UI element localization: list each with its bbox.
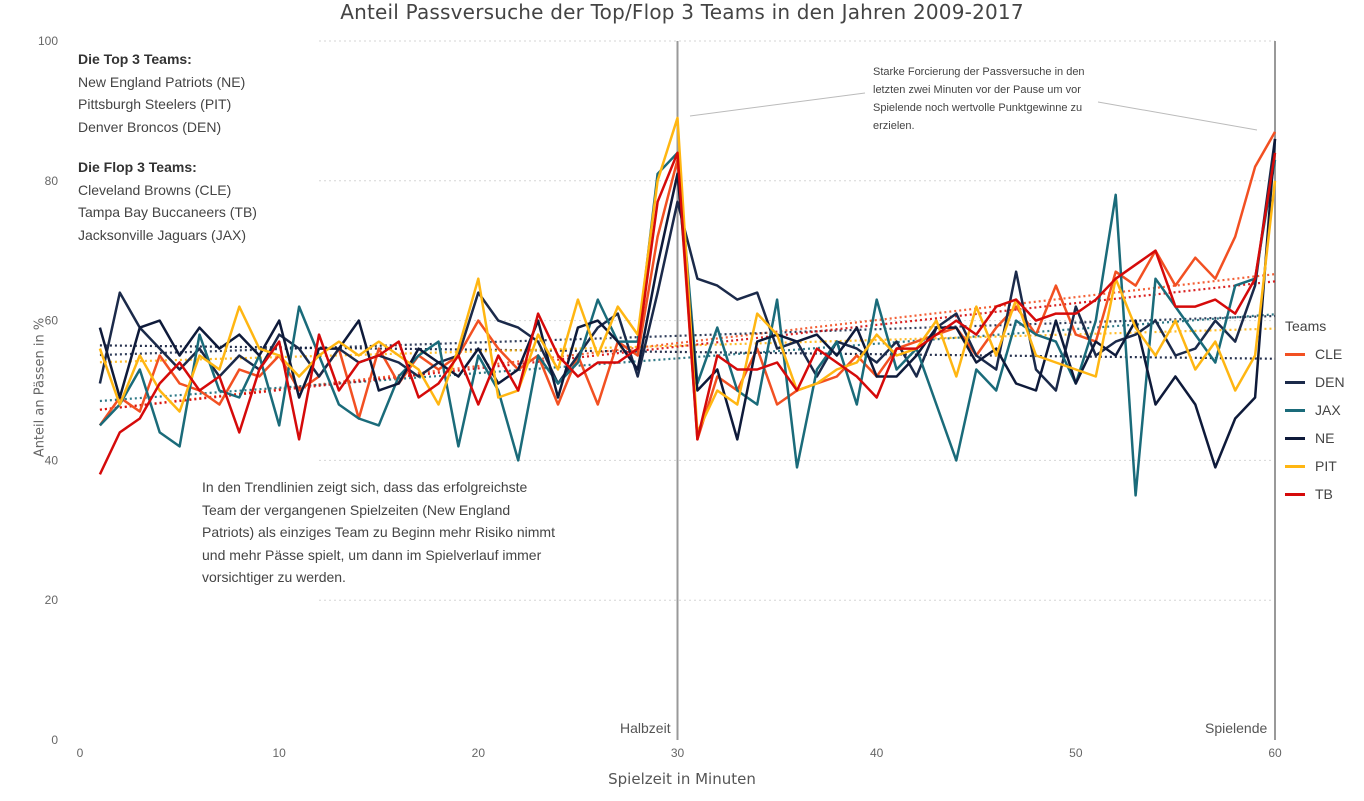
legend-label: CLE (1315, 346, 1343, 362)
trendline-tb (99, 280, 1276, 411)
halftime-annotation: Starke Forcierung der Passversuche in de… (873, 66, 1085, 132)
flop3-item: Jacksonville Jaguars (JAX) (78, 226, 247, 243)
legend-swatch (1285, 492, 1305, 496)
legend-item-jax[interactable]: JAX (1285, 396, 1345, 424)
legend-label: JAX (1315, 402, 1341, 418)
legend-title: Teams (1285, 318, 1327, 334)
chart-title: Anteil Passversuche der Top/Flop 3 Teams… (340, 0, 1024, 24)
legend-item-ne[interactable]: NE (1285, 424, 1345, 452)
trendline-pit (99, 327, 1276, 364)
x-axis-label: Spielzeit in Minuten (608, 770, 756, 788)
series-line-pit (98, 116, 1277, 434)
legend-item-den[interactable]: DEN (1285, 368, 1345, 396)
legend-label: PIT (1315, 458, 1337, 474)
trendline-cle (99, 273, 1276, 411)
legend-swatch (1285, 464, 1305, 468)
x-tick-label: 0 (77, 746, 84, 760)
y-tick-label: 20 (45, 593, 59, 607)
series-line-den (98, 138, 1277, 392)
top3-heading: Die Top 3 Teams: (78, 51, 192, 67)
top3-item: New England Patriots (NE) (78, 73, 246, 90)
teams-annotation: Die Top 3 Teams: New England Patriots (N… (78, 48, 257, 246)
legend-swatch (1285, 380, 1305, 384)
legend-swatch (1285, 352, 1305, 356)
y-tick-label: 80 (45, 174, 59, 188)
series-line-tb (98, 151, 1277, 475)
y-tick-label: 0 (51, 733, 58, 747)
x-tick-label: 50 (1069, 746, 1083, 760)
annotation-pointer (1097, 101, 1258, 131)
legend-label: TB (1315, 486, 1333, 502)
legend-label: DEN (1315, 374, 1345, 390)
x-tick-label: 20 (472, 746, 486, 760)
flop3-item: Tampa Bay Buccaneers (TB) (78, 204, 257, 220)
legend-item-tb[interactable]: TB (1285, 480, 1345, 508)
legend-label: NE (1315, 430, 1335, 446)
x-tick-label: 40 (870, 746, 884, 760)
y-tick-label: 60 (45, 314, 59, 328)
x-tick-label: 60 (1268, 746, 1282, 760)
y-axis-label: Anteil an Pässen in % (32, 317, 48, 458)
game-end-label: Spielende (1205, 720, 1268, 736)
trend-annotation: In den Trendlinien zeigt sich, dass das … (202, 479, 555, 585)
x-tick-label: 10 (272, 746, 286, 760)
legend-item-cle[interactable]: CLE (1285, 340, 1345, 368)
y-tick-label: 100 (38, 34, 58, 48)
flop3-heading: Die Flop 3 Teams: (78, 159, 197, 175)
legend-swatch (1285, 436, 1305, 440)
top3-item: Denver Broncos (DEN) (78, 118, 222, 135)
top3-item: Pittsburgh Steelers (PIT) (78, 96, 232, 112)
flop3-item: Cleveland Browns (CLE) (78, 181, 232, 198)
legend-swatch (1285, 408, 1305, 412)
legend: Teams CLE DEN JAX NE PIT TB (1285, 318, 1345, 508)
y-tick-label: 40 (45, 453, 59, 467)
legend-item-pit[interactable]: PIT (1285, 452, 1345, 480)
halftime-label: Halbzeit (620, 720, 671, 736)
annotation-pointer (689, 92, 866, 117)
x-tick-label: 30 (671, 746, 685, 760)
